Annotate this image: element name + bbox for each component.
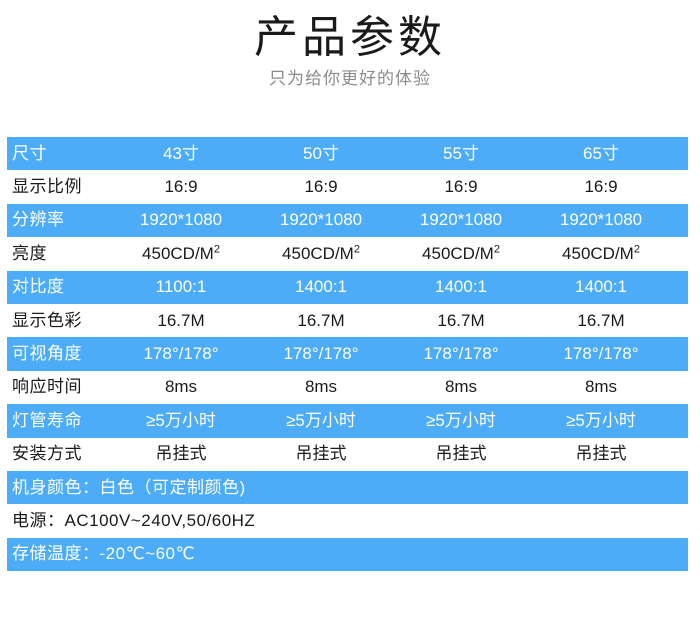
spec-value: 吊挂式 <box>295 444 347 464</box>
table-row: 亮度 450CD/M2 450CD/M2 450CD/M2 450CD/M2 <box>7 237 688 271</box>
spec-label: 亮度 <box>12 243 47 263</box>
spec-value: ≥5万小时 <box>286 410 356 430</box>
spec-value: 450CD/M2 <box>142 243 220 263</box>
spec-label: 显示比例 <box>12 177 82 197</box>
spec-value: 8ms <box>164 377 198 397</box>
spec-value: 吊挂式 <box>435 444 487 464</box>
table-row: 尺寸 43寸 50寸 55寸 65寸 <box>7 137 688 171</box>
spec-value: 吊挂式 <box>155 444 207 464</box>
spec-value: 1920*1080 <box>139 210 223 230</box>
specification-table: 尺寸 43寸 50寸 55寸 65寸显示比例 16:9 16:9 16:9 16:9 分辨率 192… <box>0 137 700 572</box>
table-row: 分辨率 1920*1080 1920*1080 1920*1080 1920*1080 <box>7 203 688 238</box>
spec-value: ≥5万小时 <box>426 410 496 430</box>
spec-value: 16.7M <box>577 310 625 330</box>
table-row: 存储温度：-20℃~60℃ <box>7 537 688 572</box>
spec-value: 1400:1 <box>295 277 347 297</box>
spec-value: 178°/178° <box>143 344 219 364</box>
spec-label: 响应时间 <box>12 377 82 397</box>
table-row: 可视角度 178°/178° 178°/178° 178°/178° 178°/178° <box>7 337 688 371</box>
spec-value: 1920*1080 <box>559 210 643 230</box>
spec-value: 50寸 <box>303 143 339 163</box>
spec-value: 8ms <box>304 377 338 397</box>
spec-label: 灯管寿命 <box>12 410 82 430</box>
page-header: 产品参数 只为给你更好的体验 <box>0 0 700 90</box>
spec-value: ≥5万小时 <box>146 410 216 430</box>
spec-value: 178°/178° <box>563 344 639 364</box>
table-row: 机身颜色：白色（可定制颜色) <box>7 470 688 505</box>
spec-value: 1100:1 <box>155 277 207 297</box>
spec-value: 178°/178° <box>423 344 499 364</box>
spec-label: 显示色彩 <box>12 310 82 330</box>
spec-note: 机身颜色：白色（可定制颜色) <box>12 477 246 497</box>
spec-value: 16.7M <box>297 310 345 330</box>
unit-exponent: 2 <box>633 243 640 256</box>
spec-label: 对比度 <box>12 277 65 297</box>
table-row: 显示比例 16:9 16:9 16:9 16:9 <box>7 170 688 204</box>
spec-value: 16:9 <box>164 177 198 197</box>
page-title: 产品参数 <box>254 13 446 62</box>
spec-value: 16:9 <box>444 177 478 197</box>
spec-value: 450CD/M2 <box>562 243 640 263</box>
spec-value: 43寸 <box>163 143 199 163</box>
table-row: 电源：AC100V~240V,50/60HZ <box>7 504 688 538</box>
table-row: 响应时间 8ms 8ms 8ms 8ms <box>7 370 688 405</box>
spec-value: ≥5万小时 <box>566 410 636 430</box>
spec-value: 1400:1 <box>575 277 627 297</box>
spec-value: 吊挂式 <box>575 444 627 464</box>
page-subtitle: 只为给你更好的体验 <box>269 69 431 88</box>
table-row: 安装方式 吊挂式 吊挂式 吊挂式 吊挂式 <box>7 437 688 471</box>
spec-value: 8ms <box>444 377 478 397</box>
spec-value: 8ms <box>584 377 618 397</box>
spec-value: 1400:1 <box>435 277 487 297</box>
table-row: 显示色彩 16.7M 16.7M 16.7M 16.7M <box>7 303 688 338</box>
spec-value: 65寸 <box>583 143 619 163</box>
table-row: 对比度 1100:1 1400:1 1400:1 1400:1 <box>7 270 688 304</box>
spec-value: 16.7M <box>157 310 205 330</box>
table-row: 灯管寿命 ≥5万小时 ≥5万小时 ≥5万小时 ≥5万小时 <box>7 404 688 438</box>
spec-value: 1920*1080 <box>419 210 503 230</box>
spec-note: 电源：AC100V~240V,50/60HZ <box>12 510 256 530</box>
unit-exponent: 2 <box>493 243 500 256</box>
spec-label: 安装方式 <box>12 444 82 464</box>
spec-value: 450CD/M2 <box>282 243 360 263</box>
spec-value: 1920*1080 <box>279 210 363 230</box>
spec-value: 16.7M <box>437 310 485 330</box>
spec-value: 178°/178° <box>283 344 359 364</box>
unit-exponent: 2 <box>213 243 220 256</box>
spec-value: 16:9 <box>584 177 618 197</box>
spec-label: 尺寸 <box>12 143 47 163</box>
spec-value: 450CD/M2 <box>422 243 500 263</box>
spec-value: 55寸 <box>443 143 479 163</box>
spec-label: 可视角度 <box>12 344 82 364</box>
spec-note: 存储温度：-20℃~60℃ <box>12 544 196 564</box>
spec-value: 16:9 <box>304 177 338 197</box>
unit-exponent: 2 <box>353 243 360 256</box>
spec-label: 分辨率 <box>12 210 65 230</box>
